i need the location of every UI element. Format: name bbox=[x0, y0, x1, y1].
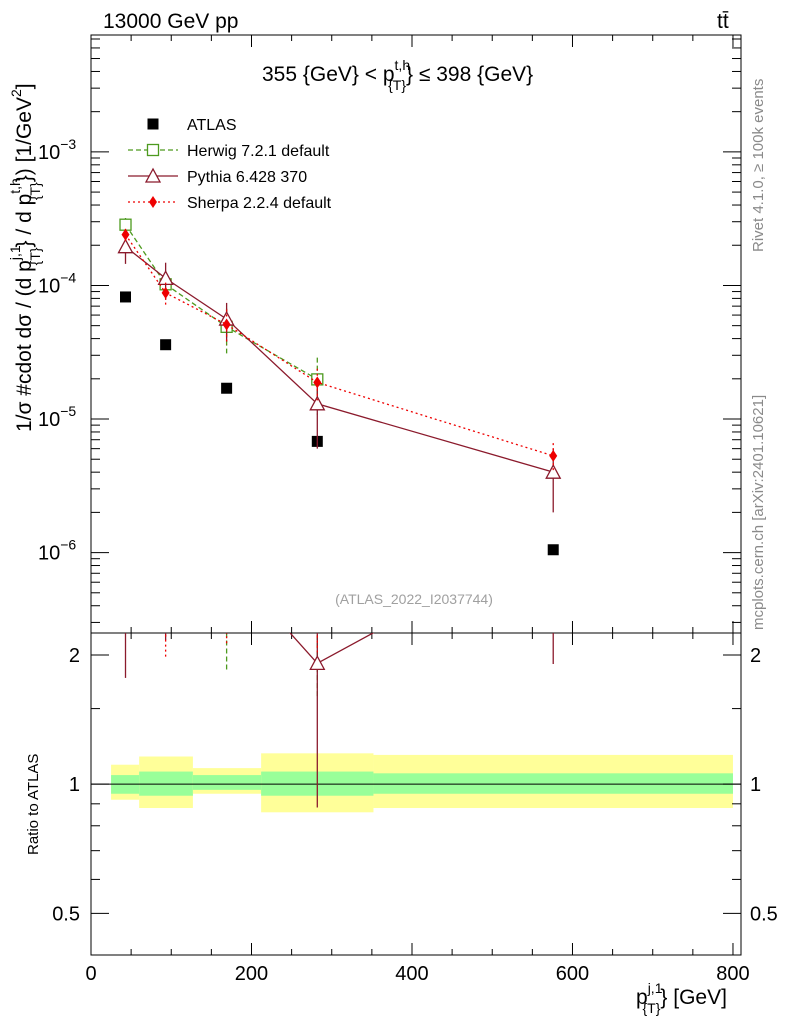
title-tail: } ≤ 398 {GeV} bbox=[406, 63, 533, 86]
header-left: 13000 GeV pp bbox=[103, 10, 238, 33]
ylabel-a: 1/σ #cdot dσ / (d p bbox=[13, 260, 36, 432]
y-tick-exponent: −6 bbox=[60, 537, 76, 553]
ratio-tick-label-left: 1 bbox=[69, 774, 80, 796]
y-tick-mantissa: 10 bbox=[38, 543, 60, 565]
side-text-bottom: mcplots.cern.ch [arXiv:2401.10621] bbox=[750, 395, 767, 630]
x-tick-label: 800 bbox=[716, 963, 749, 985]
marker-pythia bbox=[159, 564, 173, 577]
marker-atlas bbox=[120, 291, 132, 303]
ylabel-e: t,h bbox=[7, 178, 23, 194]
x-axis-label: pj,1 {T}} [GeV] bbox=[636, 980, 727, 1016]
marker-sherpa bbox=[162, 612, 170, 624]
ylabel-d: } / d p bbox=[13, 194, 36, 248]
marker-sherpa bbox=[222, 318, 231, 331]
ratio-tick-label-right: 0.5 bbox=[750, 903, 778, 925]
y-tick-exponent: −4 bbox=[60, 269, 76, 285]
marker-herwig bbox=[160, 585, 171, 596]
x-tick-label: 600 bbox=[556, 963, 589, 985]
marker-herwig bbox=[146, 143, 160, 157]
band-green bbox=[192, 775, 262, 790]
marker-herwig bbox=[312, 579, 323, 590]
series-line bbox=[124, 224, 318, 380]
series-line bbox=[125, 246, 554, 473]
analysis-watermark: (ATLAS_2022_I2037744) bbox=[335, 591, 493, 607]
header-right: tt̄ bbox=[717, 10, 729, 33]
marker-atlas bbox=[147, 118, 159, 130]
legend-label: Pythia 6.428 370 bbox=[187, 169, 307, 186]
marker-herwig bbox=[119, 218, 132, 231]
ylabel-g: }) [1/GeV bbox=[13, 97, 36, 182]
x-tick-label: 400 bbox=[395, 963, 428, 985]
ylabel-f: {T} bbox=[27, 182, 43, 200]
marker-herwig bbox=[221, 581, 232, 592]
ratio-data bbox=[119, 528, 560, 808]
ylabel-h: 2 bbox=[8, 89, 24, 97]
side-text-top: Rivet 4.1.0, ≥ 100k events bbox=[750, 79, 767, 252]
chart-title: 355 {GeV} < pt,h {T}} ≤ 398 {GeV} bbox=[262, 57, 533, 93]
marker-sherpa bbox=[161, 286, 170, 299]
xlabel-a: p bbox=[636, 986, 648, 1009]
marker-sherpa bbox=[223, 573, 231, 585]
ratio-tick-label-right: 1 bbox=[750, 774, 761, 796]
marker-pythia bbox=[157, 269, 174, 286]
ylabel-i: ] bbox=[13, 83, 36, 89]
marker-pythia bbox=[309, 395, 326, 411]
y-tick-label: 10−5 bbox=[38, 403, 76, 431]
y-tick-mantissa: 10 bbox=[38, 409, 60, 431]
marker-pythia bbox=[545, 463, 562, 479]
y-tick-label: 10−6 bbox=[38, 537, 76, 565]
ratio-panel-frame bbox=[90, 632, 742, 956]
title-lead: 355 {GeV} < p bbox=[262, 63, 395, 86]
marker-herwig bbox=[120, 546, 131, 557]
marker-atlas bbox=[221, 382, 233, 394]
marker-sherpa bbox=[549, 449, 558, 462]
ratio-tick-label-left: 2 bbox=[69, 645, 80, 667]
marker-pythia bbox=[220, 555, 234, 568]
y-axis-label: 1/σ #cdot dσ / (d pj,1 {T}} / d pt,h {T}})… bbox=[7, 83, 43, 432]
band-green bbox=[373, 773, 733, 794]
ratio-y-label: Ratio to ATLAS bbox=[25, 754, 42, 855]
marker-pythia bbox=[309, 654, 326, 671]
marker-pythia bbox=[144, 167, 162, 183]
title-sup: t,h bbox=[395, 57, 411, 73]
y-tick-exponent: −3 bbox=[60, 136, 76, 152]
legend-label: Sherpa 2.2.4 default bbox=[187, 195, 332, 212]
y-tick-exponent: −5 bbox=[60, 403, 76, 419]
marker-pythia bbox=[117, 238, 134, 254]
ylabel-c: {T} bbox=[27, 247, 43, 265]
marker-sherpa bbox=[149, 196, 157, 208]
y-tick-mantissa: 10 bbox=[38, 142, 60, 164]
y-tick-label: 10−3 bbox=[38, 136, 76, 164]
legend: ATLAS Herwig 7.2.1 default Pythia 6.428 37… bbox=[128, 117, 332, 212]
x-tick-label: 200 bbox=[235, 963, 268, 985]
ratio-series-line bbox=[126, 552, 318, 590]
marker-sherpa bbox=[121, 228, 130, 241]
legend-label: ATLAS bbox=[187, 117, 237, 134]
xlabel-c: {T} bbox=[642, 1000, 660, 1016]
y-tick-mantissa: 10 bbox=[38, 275, 60, 297]
ylabel-b: j,1 bbox=[7, 245, 23, 261]
marker-sherpa bbox=[313, 589, 321, 601]
legend-label: Herwig 7.2.1 default bbox=[187, 143, 330, 160]
y-tick-label: 10−4 bbox=[38, 269, 76, 297]
series-line bbox=[124, 234, 554, 457]
marker-pythia bbox=[119, 616, 133, 629]
marker-atlas bbox=[547, 544, 559, 556]
x-tick-label: 0 bbox=[85, 963, 96, 985]
xlabel-b: j,1 bbox=[647, 980, 663, 996]
marker-sherpa bbox=[313, 376, 322, 389]
xlabel-d: } [GeV] bbox=[660, 986, 727, 1009]
title-sub: {T} bbox=[388, 77, 406, 93]
ratio-tick-label-left: 0.5 bbox=[52, 903, 80, 925]
ratio-tick-label-right: 2 bbox=[750, 645, 761, 667]
band-green bbox=[139, 771, 193, 796]
marker-sherpa bbox=[122, 578, 130, 590]
main-data bbox=[117, 217, 562, 556]
marker-pythia bbox=[546, 528, 560, 541]
marker-atlas bbox=[160, 339, 172, 351]
